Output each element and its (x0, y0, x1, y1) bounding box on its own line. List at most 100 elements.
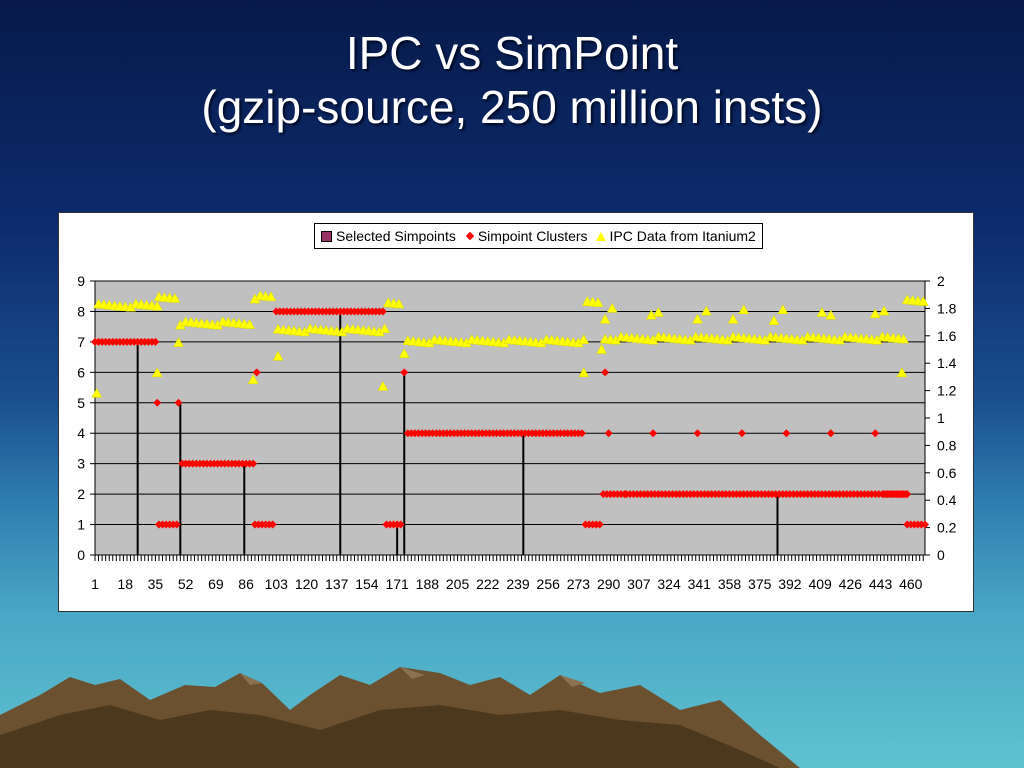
ipc-marker (917, 296, 929, 306)
ipc-marker (645, 309, 657, 320)
ipc-marker (578, 367, 590, 378)
legend-item-simpoint-clusters: Simpoint Clusters (464, 228, 588, 244)
ipc-marker (398, 348, 410, 358)
x-tick-label: 409 (808, 576, 832, 592)
x-tick-label: 171 (385, 576, 409, 592)
ipc-marker (247, 374, 259, 384)
x-tick-label: 256 (537, 576, 561, 592)
x-tick-label: 205 (446, 576, 470, 592)
cluster-marker (601, 368, 610, 377)
x-tick-label: 52 (178, 576, 194, 592)
x-tick-label: 154 (355, 576, 379, 592)
cluster-marker (396, 520, 405, 529)
ipc-marker (727, 313, 739, 324)
cluster-marker (826, 429, 835, 438)
cluster-marker (153, 398, 162, 407)
cluster-marker (268, 520, 277, 529)
y-right-tick-label: 0.2 (937, 520, 957, 536)
x-tick-label: 460 (899, 576, 923, 592)
ipc-marker (816, 306, 828, 317)
y-right-tick-label: 0 (937, 547, 945, 563)
y-right-tick-label: 1.8 (937, 300, 957, 316)
y-left-tick-label: 3 (77, 456, 85, 472)
cluster-marker (378, 307, 387, 316)
cluster-marker (172, 520, 181, 529)
ipc-marker (777, 304, 789, 315)
cluster-marker (604, 429, 613, 438)
chart-frame: 0 1 2 3 4 5 6 7 8 9 0 0.2 0.4 0.6 0.8 1 1.2 1.4 1.6 1.8 2 1 18… (58, 212, 974, 612)
x-tick-label: 120 (295, 576, 319, 592)
ipc-marker (896, 367, 908, 378)
x-tick-label: 222 (476, 576, 500, 592)
ipc-marker (379, 323, 391, 333)
cluster-marker (174, 398, 183, 407)
x-tick-label: 69 (208, 576, 224, 592)
legend-label: IPC Data from Itanium2 (609, 228, 756, 244)
x-tick-label: 35 (148, 576, 164, 592)
x-tick-label: 1 (91, 576, 99, 592)
x-tick-label: 239 (506, 576, 530, 592)
y-left-tick-label: 8 (77, 303, 85, 319)
x-tick-label: 324 (657, 576, 681, 592)
cluster-marker (252, 368, 261, 377)
y-left-tick-label: 0 (77, 547, 85, 563)
y-left-tick-label: 4 (77, 425, 85, 441)
legend-label: Simpoint Clusters (477, 228, 588, 244)
plot-area (94, 280, 926, 556)
ipc-marker (151, 300, 163, 311)
y-left-tick-label: 7 (77, 334, 85, 350)
ipc-marker (692, 313, 703, 324)
x-tick-label: 137 (325, 576, 349, 592)
ipc-marker (377, 380, 389, 391)
legend-label: Selected Simpoints (336, 228, 456, 244)
y-right-tick-label: 0.6 (937, 465, 957, 481)
ipc-marker (878, 305, 890, 316)
ipc-marker (169, 293, 181, 303)
ipc-marker (578, 334, 590, 344)
cluster-marker (249, 459, 258, 468)
y-right-tick-label: 2 (937, 273, 945, 289)
mountain-landscape (0, 667, 800, 768)
cluster-marker (901, 490, 910, 499)
y-right-tick-label: 0.8 (937, 437, 957, 453)
y-left-tick-label: 5 (77, 395, 85, 411)
ipc-marker (91, 387, 103, 398)
ipc-marker (272, 350, 284, 361)
ipc-marker (825, 309, 837, 320)
y-right-tick-label: 0.4 (937, 492, 957, 508)
ipc-marker (898, 333, 910, 344)
x-tick-label: 392 (778, 576, 802, 592)
x-tick-label: 341 (688, 576, 712, 592)
ipc-marker (606, 302, 618, 313)
ipc-marker (652, 306, 664, 317)
cluster-marker (151, 337, 160, 346)
y-right-tick-label: 1 (937, 410, 945, 426)
y-right-tick-label: 1.6 (937, 328, 957, 344)
cluster-marker (577, 429, 586, 438)
x-tick-label: 86 (238, 576, 254, 592)
x-tick-label: 18 (117, 576, 133, 592)
x-tick-label: 273 (567, 576, 591, 592)
slide-title-line-1: IPC vs SimPoint (345, 27, 679, 79)
y-left-tick-label: 6 (77, 364, 85, 380)
legend-item-ipc-data: IPC Data from Itanium2 (595, 228, 756, 244)
y-right-tick-label: 1.2 (937, 383, 957, 399)
x-tick-label: 358 (718, 576, 742, 592)
cluster-marker (649, 429, 658, 438)
triangle-marker-icon (595, 231, 606, 241)
ipc-marker (151, 367, 163, 378)
x-tick-label: 103 (265, 576, 289, 592)
x-tick-label: 426 (839, 576, 863, 592)
slide-title: IPC vs SimPoint (gzip-source, 250 millio… (0, 26, 1024, 134)
slide-title-line-2: (gzip-source, 250 million insts) (201, 81, 823, 133)
ipc-marker (244, 319, 256, 329)
ipc-marker (700, 305, 712, 316)
ipc-marker (265, 291, 277, 302)
chart-legend: Selected Simpoints Simpoint Clusters IPC… (314, 223, 763, 249)
ipc-marker (592, 297, 604, 307)
ipc-marker (596, 343, 607, 354)
y-right-tick-label: 1.4 (937, 355, 957, 371)
x-tick-label: 443 (869, 576, 893, 592)
y-left-tick-label: 2 (77, 486, 85, 502)
